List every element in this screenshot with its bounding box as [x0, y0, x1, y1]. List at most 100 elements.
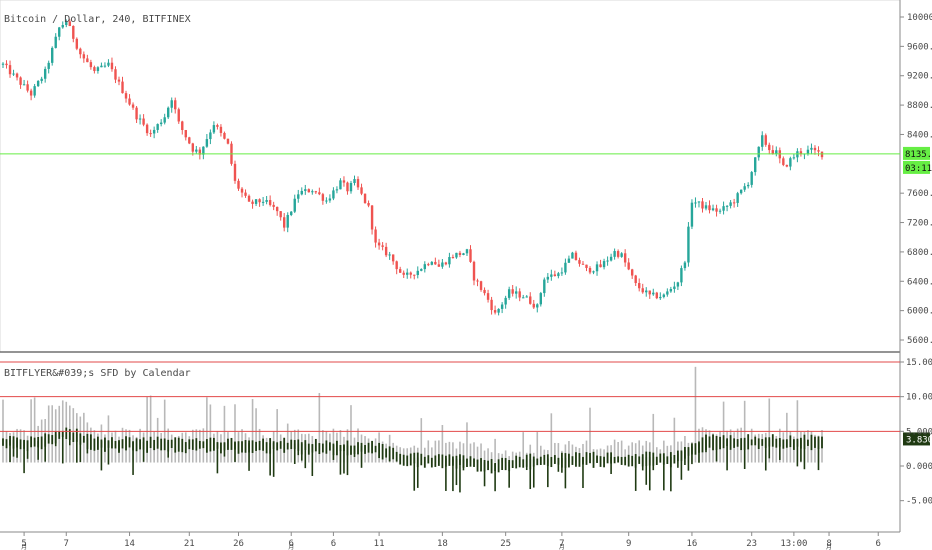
candle-body [613, 251, 616, 257]
sfd-tick-label: 0.0000 [906, 462, 932, 472]
candle-body [529, 296, 532, 304]
time-tick-label: 6 [331, 539, 336, 549]
candle-body [19, 77, 22, 85]
candle-body [694, 202, 697, 204]
candle-body [68, 21, 71, 26]
candle-body [725, 205, 729, 207]
candle-body [704, 205, 708, 209]
candle-body [198, 149, 202, 155]
candle-body [360, 187, 363, 194]
candle-body [156, 124, 159, 130]
candle-body [293, 198, 296, 212]
candle-body [254, 199, 258, 204]
candle-body [715, 208, 718, 212]
price-tick-label: 9200.0 [907, 72, 932, 82]
time-tick-label: 6 [876, 539, 881, 549]
candle-body [114, 69, 117, 80]
candle-body [451, 257, 455, 259]
candle-body [370, 205, 374, 230]
candle-body [441, 262, 444, 267]
candle-body [687, 226, 690, 263]
candle-body [283, 217, 286, 228]
candle-body [430, 261, 434, 265]
candle-body [455, 252, 458, 258]
candle-body [318, 192, 321, 195]
candle-body [237, 180, 240, 189]
candle-body [483, 289, 486, 294]
candle-body [768, 144, 771, 151]
candle-body [434, 261, 437, 265]
candle-body [107, 62, 110, 66]
candle-body [226, 138, 230, 144]
time-tick-label: 25 [500, 539, 511, 549]
candle-body [817, 150, 820, 152]
candle-body [247, 195, 251, 202]
candle-body [546, 276, 550, 280]
candle-body [268, 200, 272, 205]
candle-body [789, 158, 792, 167]
candle-body [65, 21, 68, 26]
candle-body [335, 189, 339, 191]
candle-body [36, 80, 40, 87]
candle-body [328, 198, 332, 201]
candle-body [581, 263, 585, 265]
candle-body [409, 272, 412, 275]
indicator-title: BITFLYER&#039;s SFD by Calendar [4, 368, 191, 379]
candle-body [669, 289, 673, 292]
candle-body [775, 150, 778, 154]
time-tick-label: 9 [626, 539, 631, 549]
candle-body [100, 65, 103, 68]
candle-body [743, 186, 746, 190]
candle-body [690, 202, 694, 227]
candle-body [623, 253, 627, 263]
candle-body [188, 137, 191, 144]
candle-body [574, 252, 578, 261]
candle-body [135, 107, 138, 120]
candle-body [33, 86, 36, 96]
candle-body [195, 149, 198, 152]
sfd-tick-label: 10.0000 [906, 393, 932, 403]
candle-body [782, 158, 785, 165]
candle-body [697, 201, 701, 203]
last-price-tag [903, 146, 930, 160]
candle-body [571, 252, 574, 259]
candle-body [8, 65, 12, 75]
candle-body [128, 98, 131, 105]
time-tick-label: 11 [374, 539, 385, 549]
time-tick-label: 6 [289, 539, 294, 549]
candle-body [321, 194, 325, 201]
candle-body [479, 281, 483, 290]
candle-body [163, 117, 166, 123]
candle-body [785, 164, 789, 167]
countdown-tag [903, 160, 930, 174]
time-tick-label: 5 [21, 539, 26, 549]
candle-body [486, 293, 490, 300]
candle-body [522, 297, 525, 299]
candle-body [142, 118, 145, 125]
candle-body [272, 204, 275, 207]
candle-body [29, 90, 33, 96]
candle-body [79, 48, 82, 55]
candle-body [117, 79, 121, 82]
candle-body [261, 201, 265, 203]
candle-body [641, 288, 644, 293]
candle-body [511, 289, 514, 294]
candle-body [771, 150, 774, 154]
candle-body [51, 47, 54, 63]
time-tick-sublabel: 月 [826, 544, 832, 550]
candle-body [167, 107, 170, 118]
candle-body [420, 269, 423, 271]
candle-body [680, 268, 683, 283]
candle-body [722, 206, 725, 211]
candle-body [131, 104, 135, 108]
price-tick-label: 5600.0 [907, 336, 932, 346]
candle-body [332, 190, 335, 199]
time-tick-label: 23 [746, 539, 757, 549]
candle-body [61, 25, 64, 28]
candle-body [539, 293, 542, 305]
price-tick-label: 7600.0 [907, 189, 932, 199]
candle-body [103, 65, 107, 67]
candle-body [304, 189, 307, 191]
candle-body [152, 129, 156, 134]
